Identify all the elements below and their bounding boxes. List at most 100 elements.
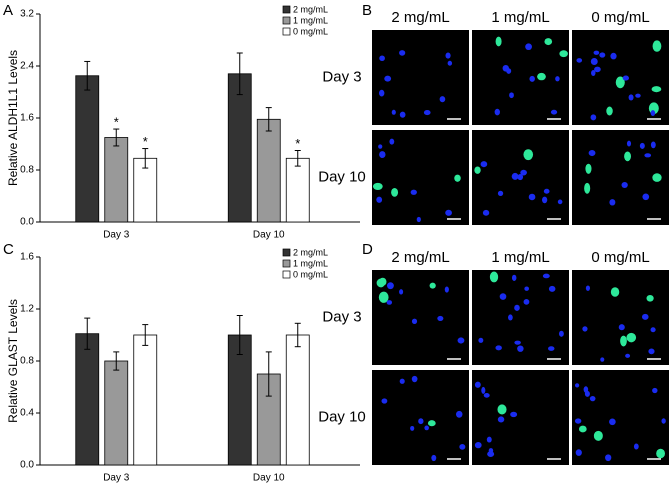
legend-label: 2 mg/mL [293,247,328,257]
row-label: Day 3 [322,68,361,85]
x-tick-label: Day 10 [253,230,285,241]
cell [648,348,655,355]
cell [459,444,466,450]
cell [584,182,591,194]
cell [494,108,500,116]
cell [478,337,484,343]
cell [528,193,536,201]
cell [628,94,634,101]
cell [509,92,514,99]
significance-label: * [114,114,119,129]
cell [439,96,446,103]
bar [104,137,129,223]
cell [590,58,598,65]
cell [635,93,641,98]
cell [457,337,465,344]
cell [376,196,383,203]
cell [575,449,582,456]
y-tick-label: 0.0 [20,460,34,471]
x-tick-label: Day 3 [103,230,130,241]
cell [474,441,482,449]
cell [481,386,486,394]
cell [652,173,662,182]
y-tick-label: 0.8 [20,165,34,176]
row-label: Day 3 [322,308,361,325]
bar [133,334,158,466]
cell [497,404,507,415]
cell [384,75,392,82]
cell [548,346,555,351]
cell [486,436,492,443]
cell [411,318,418,325]
cell [386,300,393,305]
cell [510,411,518,418]
micrograph [472,370,569,465]
cell [574,383,580,388]
y-tick-label: 2.4 [20,61,34,72]
column-header: 0 mg/mL [591,9,649,26]
cell [511,274,517,281]
cell [487,451,495,458]
legend-label: 0 mg/mL [293,26,328,36]
cell [585,285,591,291]
bar [285,157,310,223]
cell [557,199,563,205]
cell [593,430,603,441]
cell [399,378,405,384]
cell [437,315,444,321]
cell [423,109,431,116]
cell [650,327,656,333]
cell [620,335,627,347]
micrograph [472,30,569,125]
cell [642,193,650,201]
cell [410,189,417,195]
cell [495,36,502,47]
bar [256,118,281,223]
cell [474,381,481,388]
cell [588,149,596,157]
cell [454,174,461,182]
cell [646,294,654,302]
cell [605,454,612,462]
cell [524,286,529,291]
legend-swatch [282,16,291,25]
cell [378,291,389,303]
cell [574,418,582,424]
cell [429,282,436,289]
cell [594,66,601,73]
cell [488,448,494,454]
significance-label: * [295,136,300,151]
cell [641,313,649,320]
legend-label: 2 mg/mL [293,4,328,14]
cell [537,72,546,81]
cell [523,149,534,161]
cell [550,109,558,115]
cell [615,76,625,89]
significance-label: * [143,134,148,149]
cell [559,50,568,58]
cell [622,75,629,81]
cell [514,304,520,311]
bar [75,333,100,466]
cell [410,425,415,431]
cell [548,285,556,292]
column-header: 1 mg/mL [491,249,549,266]
cell [445,209,452,216]
cell [424,425,429,431]
bar [75,75,100,223]
legend-swatch [282,248,291,257]
cell [431,454,437,462]
cell [609,199,616,206]
cell [399,289,404,295]
cell [621,181,628,189]
x-tick-label: Day 10 [253,473,285,484]
cell [399,50,406,56]
cell [411,375,418,383]
legend-swatch [282,5,291,14]
cell [589,396,596,402]
cell [541,196,548,204]
bar [285,334,310,466]
cell [511,172,519,180]
cell [656,448,666,459]
